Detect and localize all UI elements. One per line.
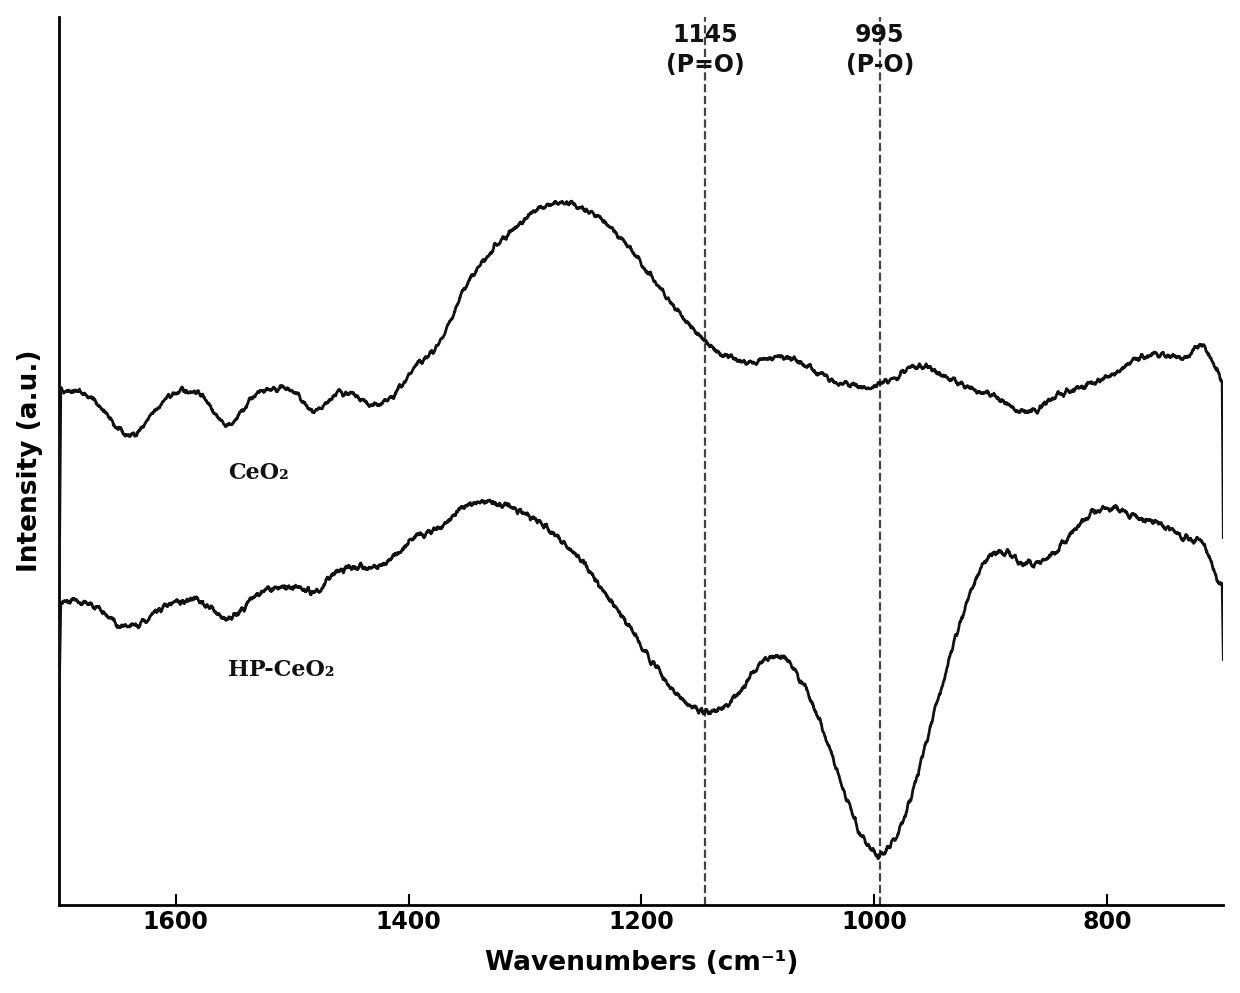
X-axis label: Wavenumbers (cm⁻¹): Wavenumbers (cm⁻¹) (485, 950, 799, 976)
Text: 995
(P-O): 995 (P-O) (846, 23, 914, 76)
Text: HP-CeO₂: HP-CeO₂ (228, 659, 335, 681)
Y-axis label: Intensity (a.u.): Intensity (a.u.) (16, 350, 42, 572)
Text: 1145
(P=O): 1145 (P=O) (666, 23, 745, 76)
Text: CeO₂: CeO₂ (228, 462, 289, 484)
